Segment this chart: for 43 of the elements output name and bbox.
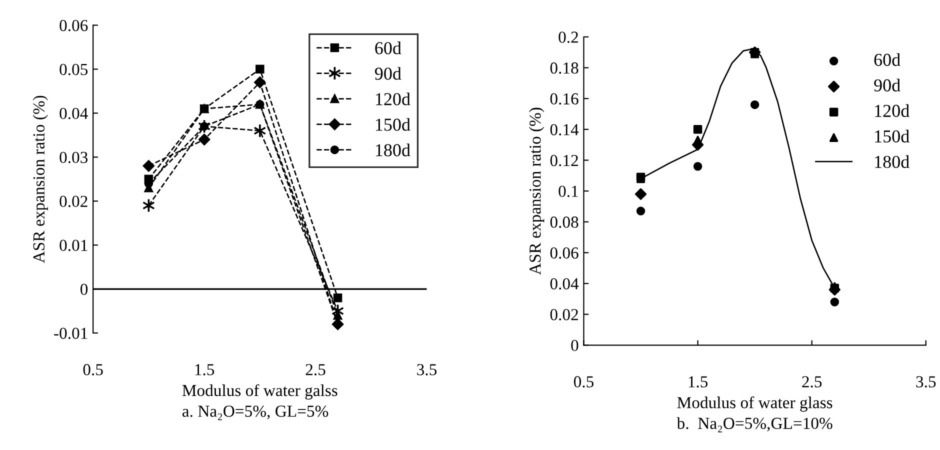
x-axis-title: Modulus of water glass — [677, 396, 832, 412]
y-tick-label: 0 — [571, 340, 578, 352]
legend-label: 120d — [875, 104, 910, 117]
x-tick-label: 1.5 — [195, 364, 214, 376]
x-tick-label: 3.5 — [916, 376, 936, 388]
y-tick-label: 0.12 — [550, 154, 578, 166]
x-axis-title: Modulus of water galss — [182, 384, 338, 400]
x-tick-label: 1.5 — [688, 376, 708, 388]
legend-label: 90d — [374, 67, 402, 80]
legend-label: 60d — [375, 42, 402, 54]
y-tick-label: 0.2 — [558, 32, 578, 43]
y-tick-label: 0.14 — [550, 124, 579, 136]
y-axis-title: ASR expansion ratio (%) — [32, 96, 48, 263]
legend-label: 120d — [376, 92, 410, 106]
y-axis-title: ASR expansion ratio (%) — [529, 108, 544, 275]
y-tick-label: 0.18 — [550, 62, 578, 74]
x-tick-label: 3.5 — [417, 364, 437, 376]
y-tick-label: 0 — [80, 284, 88, 295]
y-tick-label: 0.02 — [60, 196, 88, 208]
y-tick-label: 0.06 — [550, 247, 578, 259]
legend-label: 90d — [874, 78, 900, 92]
y-tick-label: 0.06 — [60, 20, 88, 32]
legend-label: 60d — [874, 53, 900, 66]
y-tick-label: 0.08 — [550, 216, 578, 228]
legend-label: 180d — [875, 155, 910, 168]
y-tick-label: 0.16 — [550, 93, 578, 105]
x-tick-label: 2.5 — [802, 376, 822, 388]
legend-label: 150d — [875, 130, 910, 142]
y-tick-label: 0.03 — [60, 152, 88, 164]
x-tick-label: 0.5 — [83, 364, 103, 376]
text: a. Na₂O=5%, GL=5% — [182, 406, 328, 420]
x-tick-label: 0.5 — [574, 376, 594, 388]
text: b. Na₂O=5%,GL=10% — [676, 417, 832, 432]
y-tick-label: 0.05 — [60, 64, 88, 76]
y-tick-label: 0.02 — [550, 309, 578, 320]
y-tick-label: 0.04 — [60, 108, 88, 120]
x-tick-label: 2.5 — [306, 364, 326, 376]
y-tick-label: 0.1 — [558, 186, 578, 198]
legend-label: 180d — [376, 144, 410, 156]
legend-label: 150d — [376, 118, 410, 131]
y-tick-label: -0.01 — [54, 328, 88, 340]
y-tick-label: 0.04 — [550, 278, 579, 290]
y-tick-label: 0.01 — [60, 240, 88, 252]
